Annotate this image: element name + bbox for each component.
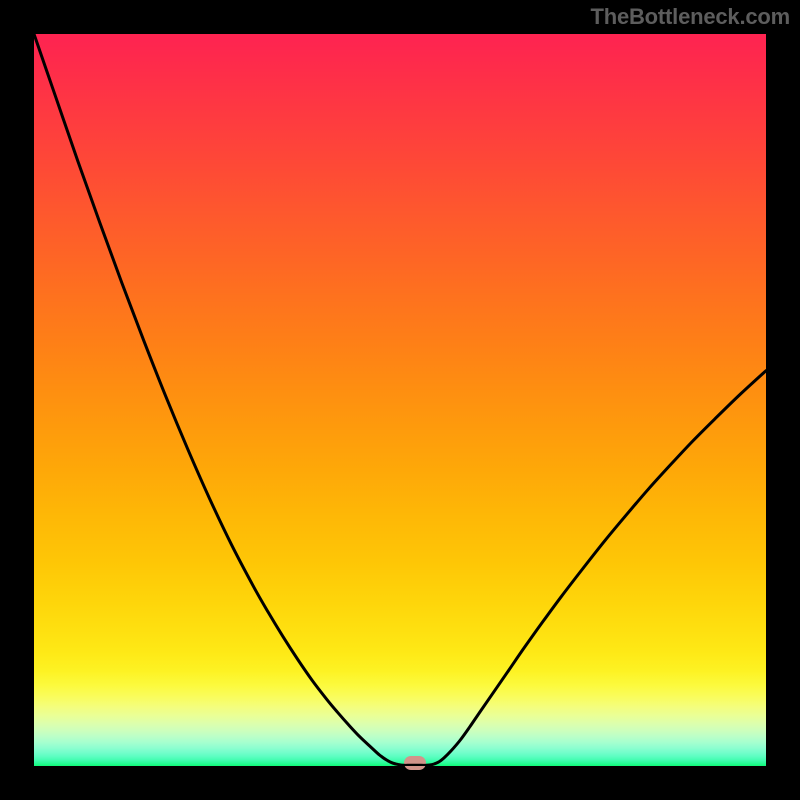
bottleneck-curve bbox=[34, 34, 766, 766]
canvas-root: TheBottleneck.com bbox=[0, 0, 800, 800]
chart-plot-area bbox=[34, 34, 766, 766]
curve-path bbox=[34, 34, 766, 765]
watermark-text: TheBottleneck.com bbox=[590, 4, 790, 30]
